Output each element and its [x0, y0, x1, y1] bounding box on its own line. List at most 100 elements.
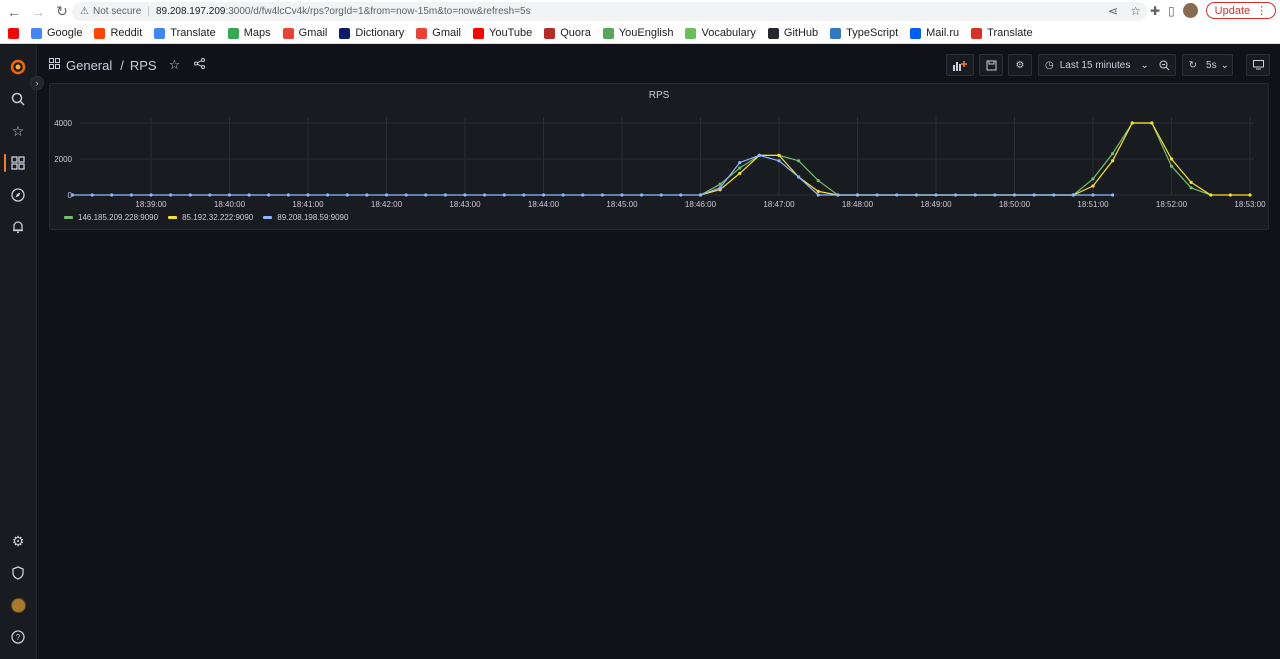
- series-point: [875, 193, 879, 197]
- series-point: [718, 182, 722, 186]
- bookmark-item[interactable]: Translate: [154, 27, 216, 39]
- address-bar[interactable]: ⚠ Not secure | 89.208.197.209 :3000/d/fw…: [72, 2, 1147, 21]
- extensions-icon[interactable]: ✚: [1150, 3, 1161, 18]
- bookmark-item[interactable]: YouEnglish: [602, 27, 673, 39]
- time-picker-button[interactable]: ◷ Last 15 minutes ⌄: [1038, 54, 1157, 76]
- help-icon[interactable]: ?: [9, 628, 27, 646]
- address-actions: ⋖ ☆: [1108, 4, 1141, 18]
- bookmark-label: Vocabulary: [701, 27, 756, 39]
- series-point: [227, 193, 232, 197]
- panel-title[interactable]: RPS: [648, 90, 670, 101]
- series-point: [895, 193, 899, 197]
- x-tick-label: 18:40:00: [214, 200, 246, 209]
- bookmark-label: TypeScript: [846, 27, 899, 39]
- series-point: [443, 193, 447, 197]
- legend-label: 85.192.32.222:9090: [182, 213, 254, 222]
- alerting-bell-icon[interactable]: [9, 218, 27, 236]
- x-tick-label: 18:44:00: [528, 200, 560, 209]
- server-admin-shield-icon[interactable]: [9, 564, 27, 582]
- series-point: [286, 193, 290, 197]
- rps-timeseries-chart[interactable]: 0 2000 4000 18:39:00 18:40:00 18:41:00 18:42:0…: [50, 84, 1270, 231]
- series-point: [326, 193, 330, 197]
- breadcrumb-folder[interactable]: General: [66, 57, 113, 73]
- google-icon: [31, 27, 42, 39]
- series-point: [306, 193, 310, 197]
- series-point: [816, 189, 820, 193]
- bookmark-item[interactable]: Gmail: [416, 27, 461, 39]
- series-point: [620, 193, 624, 197]
- profile-avatar[interactable]: [1182, 3, 1198, 18]
- bookmark-item[interactable]: [8, 27, 19, 39]
- bookmark-item[interactable]: Quora: [544, 27, 591, 39]
- share-icon[interactable]: ⋖: [1108, 4, 1119, 18]
- starred-icon[interactable]: ☆: [11, 122, 25, 139]
- series-point: [1012, 193, 1017, 197]
- series-point: [934, 193, 938, 197]
- youenglish-icon: [602, 27, 614, 39]
- reload-icon[interactable]: ↻: [56, 3, 68, 19]
- series-point: [208, 193, 212, 197]
- bookmark-item[interactable]: Vocabulary: [685, 27, 756, 39]
- forward-icon[interactable]: →: [31, 3, 45, 20]
- series-point: [718, 186, 722, 190]
- search-icon[interactable]: [9, 90, 27, 108]
- bookmark-item[interactable]: Dictionary: [339, 27, 404, 39]
- github-icon: [767, 27, 779, 39]
- series-point: [1052, 193, 1056, 197]
- bookmark-item[interactable]: Mail.ru: [910, 27, 959, 39]
- series-point: [522, 193, 526, 197]
- bookmark-star-icon[interactable]: ☆: [1130, 4, 1141, 18]
- legend-item[interactable]: 85.192.32.222:9090: [168, 213, 253, 222]
- bookmark-item[interactable]: YouTube: [473, 27, 532, 39]
- bookmark-label: Translate: [987, 27, 1033, 39]
- user-avatar[interactable]: [9, 596, 27, 614]
- translate-icon: [971, 27, 983, 39]
- refresh-interval-picker[interactable]: 5s ⌄: [1203, 54, 1233, 76]
- series-point: [1209, 193, 1213, 197]
- bookmark-item[interactable]: Reddit: [94, 27, 142, 39]
- bookmark-label: Maps: [243, 27, 271, 39]
- bookmark-item[interactable]: Translate: [971, 27, 1033, 39]
- mark-favorite-star-icon[interactable]: ☆: [168, 57, 181, 72]
- quora-icon: [544, 27, 556, 39]
- share-dashboard-icon[interactable]: [194, 58, 206, 72]
- dashboards-icon[interactable]: [9, 154, 27, 172]
- maps-icon: [227, 27, 239, 39]
- dashboard-settings-button[interactable]: ⚙: [1008, 54, 1032, 76]
- youtube-icon: [473, 27, 485, 39]
- bookmark-label: YouTube: [489, 27, 533, 39]
- explore-icon[interactable]: [9, 186, 27, 204]
- add-panel-button[interactable]: [946, 54, 974, 76]
- series-point: [1111, 159, 1115, 163]
- zoom-out-button[interactable]: [1154, 54, 1176, 76]
- series-point: [1248, 193, 1252, 197]
- dashboard-title[interactable]: RPS: [129, 57, 157, 73]
- bookmark-label: Quora: [560, 27, 591, 39]
- series-point: [698, 193, 703, 197]
- series-point: [1111, 152, 1115, 156]
- series-point: [640, 193, 644, 197]
- gmail-icon: [282, 27, 294, 39]
- bookmark-label: Reddit: [110, 27, 143, 39]
- expand-sidemenu-icon[interactable]: ›: [30, 76, 44, 90]
- bookmark-item[interactable]: GitHub: [767, 27, 818, 39]
- back-icon[interactable]: ←: [7, 3, 21, 20]
- bookmark-item[interactable]: TypeScript: [830, 27, 898, 39]
- bookmark-item[interactable]: Maps: [227, 27, 271, 39]
- grafana-logo-icon[interactable]: [9, 58, 27, 76]
- configuration-gear-icon[interactable]: ⚙: [11, 532, 25, 549]
- tv-mode-button[interactable]: [1246, 54, 1270, 76]
- bookmark-item[interactable]: Gmail: [282, 27, 327, 39]
- series-point: [1032, 193, 1036, 197]
- breadcrumb: General / RPS ☆: [49, 57, 206, 73]
- x-tick-label: 18:47:00: [763, 200, 795, 209]
- bookmark-item[interactable]: Google: [31, 27, 82, 39]
- vocabulary-icon: [685, 27, 697, 39]
- legend-item[interactable]: 89.208.198.59:9090: [263, 213, 348, 222]
- translate-icon: [154, 27, 166, 39]
- save-dashboard-button[interactable]: [979, 54, 1003, 76]
- refresh-dashboard-button[interactable]: ↻: [1182, 54, 1204, 76]
- update-button[interactable]: Update ⋮: [1205, 2, 1277, 19]
- sidepanel-icon[interactable]: ▯: [1168, 3, 1175, 18]
- legend-item[interactable]: 146.185.209.228:9090: [64, 213, 158, 222]
